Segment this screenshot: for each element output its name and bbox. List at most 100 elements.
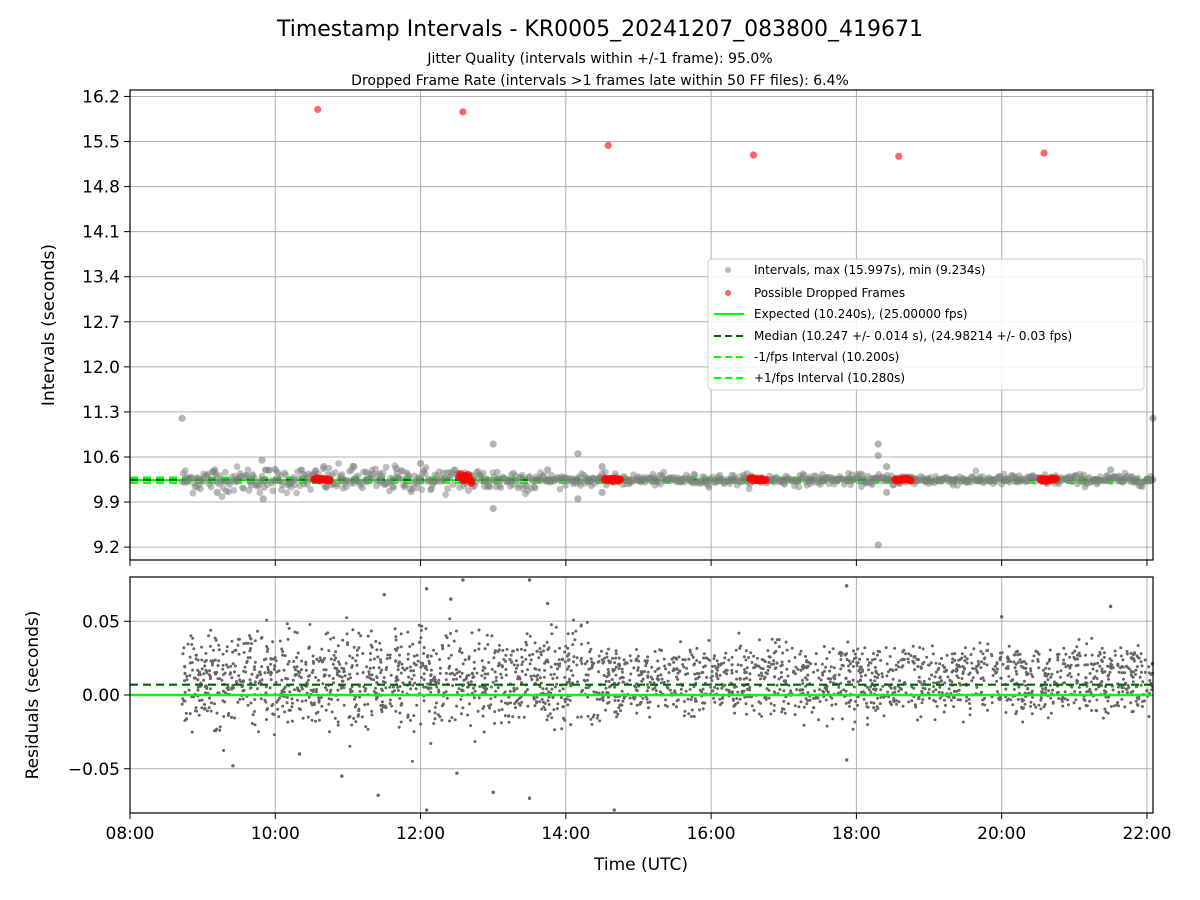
residual-point <box>533 704 537 708</box>
residual-point <box>1057 697 1061 700</box>
x-tick-label: 18:00 <box>832 824 881 844</box>
residual-point <box>695 646 699 650</box>
residual-point <box>1024 666 1028 670</box>
residual-point <box>583 662 587 666</box>
residual-point <box>772 709 776 713</box>
interval-point <box>283 489 291 497</box>
residual-point <box>236 643 240 647</box>
residual-point <box>643 659 647 663</box>
residual-point <box>818 700 822 703</box>
residual-point <box>961 720 965 724</box>
residual-point <box>586 673 590 677</box>
residual-point <box>816 668 820 672</box>
residual-point <box>265 618 269 622</box>
legend-box <box>707 258 1145 391</box>
intervals-panel: 9.29.910.611.312.012.713.414.114.815.516… <box>39 87 1157 566</box>
residual-point <box>648 680 652 684</box>
residual-point <box>683 709 687 713</box>
residual-point <box>483 672 487 676</box>
residual-point <box>1064 665 1068 669</box>
residual-point <box>494 679 498 683</box>
residual-point <box>614 652 618 656</box>
intervals-frame <box>129 89 1154 561</box>
residual-point <box>873 665 877 669</box>
residual-point <box>757 664 761 668</box>
residual-point <box>414 687 418 691</box>
residual-point <box>419 636 423 640</box>
residual-point <box>1021 660 1025 664</box>
residual-point <box>641 677 645 681</box>
residual-point <box>569 723 573 727</box>
residual-point <box>385 657 389 661</box>
residual-point <box>906 657 910 661</box>
residual-point <box>251 713 255 717</box>
residual-point <box>1004 687 1008 691</box>
residual-point <box>198 670 201 674</box>
interval-point <box>243 472 251 479</box>
interval-point <box>240 485 248 492</box>
residual-point <box>738 677 742 680</box>
residual-point <box>411 759 414 763</box>
residual-point <box>422 652 426 655</box>
residual-point <box>806 691 810 695</box>
residual-point <box>237 652 241 656</box>
residual-point <box>870 671 874 675</box>
interval-outlier-point <box>489 440 497 448</box>
intervals-y-label: Intervals (seconds) <box>39 244 59 406</box>
residual-point <box>1023 702 1027 706</box>
residual-point <box>501 665 504 669</box>
residual-point <box>372 666 376 670</box>
residual-point <box>965 695 969 699</box>
residual-point <box>1073 649 1077 653</box>
residual-point <box>828 669 832 673</box>
residual-outlier-point <box>424 808 429 812</box>
residual-point <box>716 665 720 669</box>
residual-point <box>384 668 388 671</box>
residual-point <box>892 700 896 704</box>
residual-point <box>379 671 383 675</box>
residual-point <box>546 714 550 718</box>
residual-point <box>937 666 941 670</box>
residual-point <box>217 659 221 663</box>
residual-point <box>784 640 788 644</box>
residual-point <box>773 641 777 645</box>
residual-point <box>799 688 802 692</box>
residual-point <box>357 631 361 635</box>
residual-point <box>306 715 310 719</box>
residual-point <box>898 679 901 683</box>
residual-point <box>1041 668 1045 672</box>
residual-point <box>351 628 355 632</box>
residual-point <box>278 696 281 700</box>
residual-point <box>782 679 786 683</box>
residual-point <box>876 707 880 710</box>
residual-point <box>196 668 200 672</box>
residual-point <box>625 661 629 665</box>
residual-point <box>940 656 943 660</box>
residual-point <box>935 704 939 708</box>
residual-point <box>286 720 290 724</box>
residual-point <box>980 660 984 664</box>
residual-point <box>730 663 734 667</box>
residual-point <box>897 665 901 669</box>
residual-point <box>648 715 652 719</box>
residual-point <box>369 677 373 681</box>
residual-point <box>1121 690 1125 694</box>
residual-point <box>540 697 544 701</box>
residual-point <box>910 685 914 689</box>
residual-point <box>985 649 989 653</box>
residual-point <box>913 655 917 658</box>
residual-point <box>780 710 784 714</box>
residuals-y-tick-label: −0.05 <box>68 760 120 780</box>
residual-point <box>793 704 797 708</box>
residual-point <box>213 702 216 706</box>
interval-point <box>251 474 258 482</box>
residual-point <box>969 653 973 657</box>
residual-point <box>264 685 268 689</box>
intervals-y-tick-label: 14.1 <box>82 223 120 243</box>
residual-point <box>507 695 511 699</box>
residual-point <box>437 681 441 685</box>
residual-point <box>847 680 850 684</box>
residual-point <box>334 650 338 654</box>
residual-point <box>188 674 192 677</box>
residual-point <box>937 690 941 694</box>
